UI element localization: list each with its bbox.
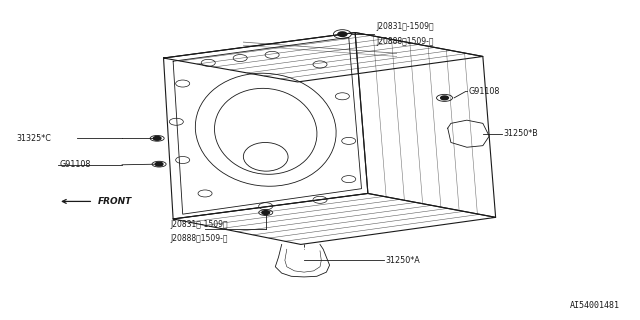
Text: G91108: G91108 [468, 87, 500, 96]
Text: J20888（1509-）: J20888（1509-） [170, 234, 227, 243]
Text: G91108: G91108 [60, 160, 91, 169]
Text: 31250*B: 31250*B [504, 129, 539, 138]
Circle shape [441, 96, 449, 100]
Circle shape [154, 136, 161, 140]
Text: 31325*C: 31325*C [17, 134, 52, 143]
Text: J20831（-1509）: J20831（-1509） [170, 220, 228, 228]
Text: AI54001481: AI54001481 [570, 301, 620, 310]
Text: J20888（1509-）: J20888（1509-） [376, 37, 434, 46]
Text: J20831（-1509）: J20831（-1509） [376, 22, 434, 31]
Circle shape [338, 32, 347, 36]
Circle shape [156, 162, 163, 166]
Text: FRONT: FRONT [98, 197, 132, 206]
Circle shape [262, 211, 269, 214]
Text: 31250*A: 31250*A [386, 256, 420, 265]
